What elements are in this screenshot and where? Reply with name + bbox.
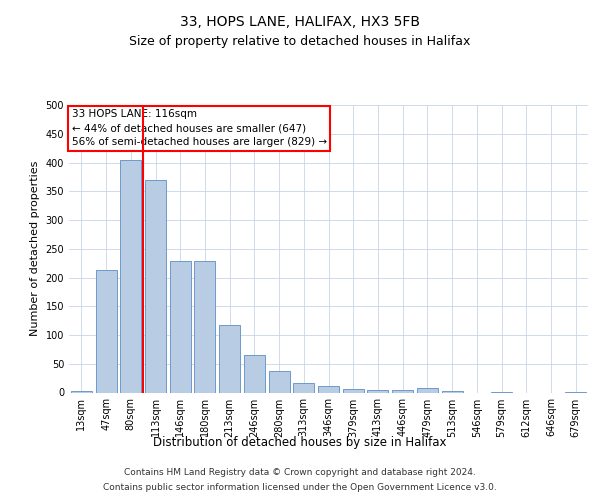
Bar xyxy=(367,390,388,392)
Text: 33 HOPS LANE: 116sqm
← 44% of detached houses are smaller (647)
56% of semi-deta: 33 HOPS LANE: 116sqm ← 44% of detached h… xyxy=(71,110,327,148)
Y-axis label: Number of detached properties: Number of detached properties xyxy=(30,161,40,336)
Bar xyxy=(269,370,290,392)
Text: Size of property relative to detached houses in Halifax: Size of property relative to detached ho… xyxy=(130,34,470,48)
Bar xyxy=(244,355,265,393)
Text: Contains HM Land Registry data © Crown copyright and database right 2024.: Contains HM Land Registry data © Crown c… xyxy=(124,468,476,477)
Bar xyxy=(343,389,364,392)
Bar xyxy=(95,270,116,392)
Bar xyxy=(293,382,314,392)
Bar xyxy=(194,262,215,392)
Bar xyxy=(219,324,240,392)
Bar xyxy=(145,180,166,392)
Text: 33, HOPS LANE, HALIFAX, HX3 5FB: 33, HOPS LANE, HALIFAX, HX3 5FB xyxy=(180,16,420,30)
Text: Contains public sector information licensed under the Open Government Licence v3: Contains public sector information licen… xyxy=(103,483,497,492)
Bar xyxy=(417,388,438,392)
Bar xyxy=(392,390,413,392)
Text: Distribution of detached houses by size in Halifax: Distribution of detached houses by size … xyxy=(153,436,447,449)
Bar xyxy=(170,262,191,392)
Bar xyxy=(318,386,339,392)
Bar xyxy=(120,160,141,392)
